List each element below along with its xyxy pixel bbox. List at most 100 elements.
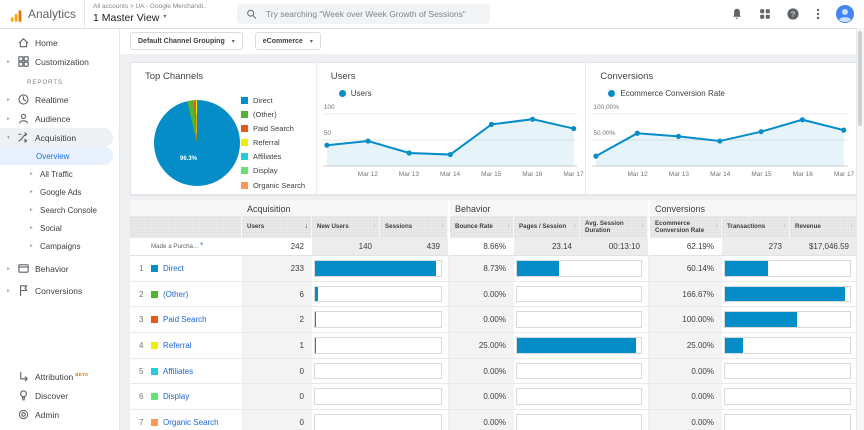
bar-fill [315, 312, 317, 328]
expand-arrow-icon: ▸ [30, 243, 33, 249]
sidebar-item-home[interactable]: Home [0, 33, 113, 52]
x-axis-label: Mar 17 [563, 171, 584, 178]
users-value: 0 [242, 358, 312, 385]
legend-swatch-icon [241, 97, 248, 104]
ecommerce-cvr-bar [722, 358, 857, 385]
sidebar-item-search-console[interactable]: ▸ Search Console [0, 201, 113, 219]
bounce-rate-bar [514, 281, 648, 308]
apps-grid-icon[interactable] [758, 7, 772, 21]
sidebar-item-label: Discover [35, 390, 69, 401]
row-rank: 4 [139, 340, 144, 350]
row-rank: 2 [139, 289, 144, 299]
sidebar-item-social[interactable]: ▸ Social [0, 219, 113, 237]
sidebar-item-conversions[interactable]: ▸ Conversions [0, 281, 113, 300]
sidebar-item-acquisition[interactable]: ▾ Acquisition [0, 128, 113, 147]
help-icon[interactable]: ? [786, 7, 800, 21]
channel-link[interactable]: Display [163, 392, 190, 402]
beta-badge: BETA [75, 371, 89, 377]
chart-legend: Users [338, 89, 372, 98]
x-axis-label: Mar 14 [710, 171, 731, 178]
sidebar-item-behavior[interactable]: ▸ Behavior [0, 259, 113, 278]
sidebar-item-label: Behavior [35, 263, 69, 274]
channels-table: Acquisition Behavior Conversions Users ↓ … [130, 200, 857, 430]
users-bar [312, 410, 448, 430]
group-header-behavior: Behavior [448, 200, 648, 216]
column-header-transactions[interactable]: Transactions ↕ [722, 216, 790, 238]
analytics-brand[interactable]: Analytics [0, 7, 84, 22]
chart-legend: Ecommerce Conversion Rate [608, 89, 725, 98]
top-channels-panel: Top Channels 96.3% Direct (Other) Paid Sea… [131, 63, 316, 194]
segment-chip[interactable]: Made a Purcha... ● [144, 240, 216, 253]
channel-swatch-icon [151, 290, 158, 298]
ecommerce-cvr-bar [722, 281, 857, 308]
channel-swatch-icon [151, 367, 158, 375]
sidebar-item-customization[interactable]: ▸ Customization [0, 52, 113, 71]
channel-link[interactable]: Organic Search [163, 417, 219, 427]
bar-track [314, 362, 442, 380]
column-header-pages-session[interactable]: Pages / Session ↕ [514, 216, 580, 238]
sort-icon: ↕ [641, 223, 644, 230]
conversions-line-chart [592, 100, 848, 170]
users-bar [312, 256, 448, 282]
summary-pages-session: 23.14 [514, 238, 580, 256]
sidebar-item-attribution[interactable]: Attribution BETA [0, 367, 113, 386]
channel-link[interactable]: Referral [163, 340, 192, 350]
channel-grouping-dropdown[interactable]: Default Channel Grouping ▾ [130, 32, 243, 50]
sidebar-item-google-ads[interactable]: ▸ Google Ads [0, 183, 113, 201]
channel-link[interactable]: Direct [163, 263, 184, 273]
avatar[interactable] [836, 5, 854, 23]
channel-row: 3 Paid Search [130, 307, 242, 334]
view-name: 1 Master View [93, 11, 160, 24]
vertical-scrollbar[interactable] [856, 28, 864, 430]
bar-track [314, 337, 442, 354]
legend-label: Affiliates [253, 152, 282, 162]
more-vert-icon[interactable] [814, 7, 822, 21]
column-header-sessions[interactable]: Sessions ↕ [380, 216, 448, 238]
sidebar-item-overview[interactable]: Overview [0, 147, 113, 165]
legend-swatch-icon [241, 153, 248, 161]
ecommerce-cvr-bar [722, 410, 857, 430]
sidebar-item-label: Audience [35, 113, 71, 124]
notifications-icon[interactable] [730, 7, 744, 21]
channel-link[interactable]: Paid Search [163, 315, 207, 325]
column-header-users[interactable]: Users ↓ [242, 216, 312, 238]
sidebar-item-realtime[interactable]: ▸ Realtime [0, 90, 113, 109]
chevron-down-icon: ▾ [163, 14, 167, 21]
bar-fill [315, 338, 317, 353]
main-content: Top Channels 96.3% Direct (Other) Paid Sea… [120, 54, 864, 430]
column-header-bounce-rate[interactable]: Bounce Rate ↕ [448, 216, 514, 238]
bar-fill [517, 261, 559, 276]
channel-link[interactable]: (Other) [163, 289, 189, 299]
reports-section-label: REPORTS [27, 79, 63, 86]
column-header-revenue[interactable]: Revenue ↕ [790, 216, 857, 238]
users-value: 233 [242, 256, 312, 282]
svg-text:?: ? [791, 10, 795, 19]
row-rank: 1 [139, 263, 144, 273]
view-selector[interactable]: 1 Master View ▾ [93, 12, 207, 25]
sidebar-item-admin[interactable]: Admin [0, 405, 113, 424]
channel-row: 5 Affiliates [130, 358, 242, 385]
sidebar-item-audience[interactable]: ▸ Audience [0, 109, 113, 128]
expand-arrow-icon: ▸ [7, 265, 10, 272]
sidebar-item-discover[interactable]: Discover [0, 386, 113, 405]
channel-row: 1 Direct [130, 256, 242, 282]
row-rank: 7 [139, 417, 144, 427]
search-bar[interactable] [237, 4, 490, 24]
scrollbar-thumb[interactable] [858, 31, 862, 126]
flag-icon [17, 284, 30, 297]
expand-arrow-icon: ▸ [30, 207, 33, 213]
column-header-ecommerce-cvr[interactable]: Ecommerce Conversion Rate ↕ [648, 216, 722, 238]
bar-track [516, 285, 642, 303]
column-header-new-users[interactable]: New Users ↕ [312, 216, 380, 238]
y-axis-label: 50.00% [593, 130, 616, 137]
search-input[interactable] [263, 8, 481, 20]
expand-arrow-icon: ▸ [7, 115, 10, 122]
panel-title: Users [330, 71, 356, 82]
sort-icon: ↕ [441, 223, 444, 230]
sidebar-item-campaigns[interactable]: ▸ Campaigns [0, 237, 113, 255]
channel-link[interactable]: Affiliates [163, 366, 194, 376]
sidebar-item-all-traffic[interactable]: ▸ All Traffic [0, 165, 113, 183]
segment-type-dropdown[interactable]: eCommerce ▾ [254, 32, 321, 50]
behavior-icon [17, 262, 30, 275]
column-header-avg-session-duration[interactable]: Avg. Session Duration ↕ [580, 216, 648, 238]
